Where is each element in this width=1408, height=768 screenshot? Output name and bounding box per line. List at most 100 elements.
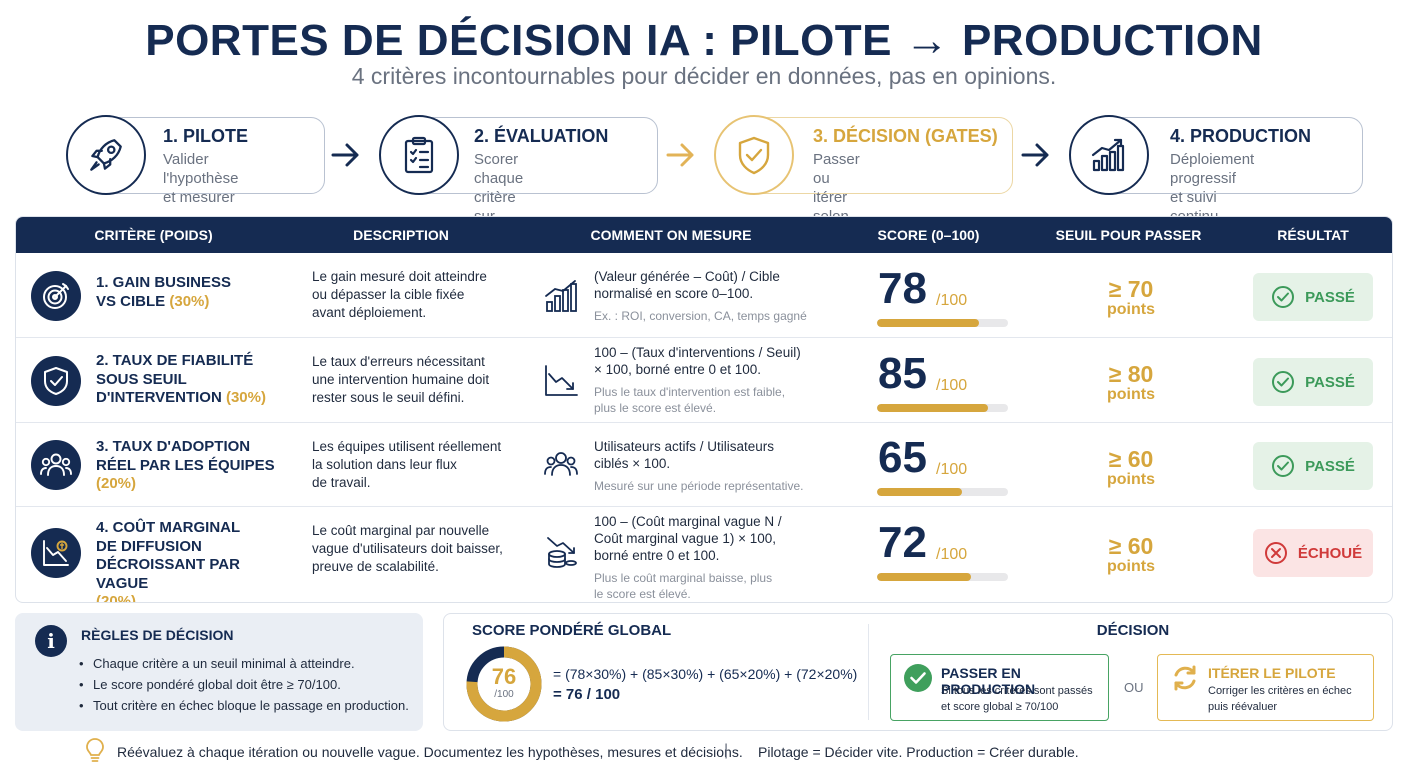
criterion-score: 85 [878,349,927,398]
rules-list: Chaque critère a un seuil minimal à atte… [79,653,409,716]
measure-formula: 100 – (Taux d'interventions / Seuil) × 1… [594,345,801,377]
result-badge: PASSÉ [1253,358,1373,406]
divider [868,624,869,720]
global-score-value: 76 [491,664,517,689]
shield-check-icon [31,356,81,406]
score-bar [877,404,1008,412]
result-badge: PASSÉ [1253,442,1373,490]
score-formula: = (78×30%) + (85×30%) + (65×20%) + (72×2… [553,666,858,682]
criterion-description: Le coût marginal par nouvelle vague d'ut… [312,523,503,574]
measure-formula: Utilisateurs actifs / Utilisateurs ciblé… [594,439,775,471]
x-circle-icon [1264,542,1287,564]
step-title: 2. ÉVALUATION [474,126,609,146]
threshold-unit: points [1107,558,1155,575]
step-title: 3. DÉCISION (GATES) [813,126,998,146]
criterion-name: 2. TAUX DE FIABILITÉ SOUS SEUIL D'INTERV… [96,352,254,406]
global-score-panel: SCORE PONDÉRÉ GLOBAL 76 /100 = (78×30%) … [443,613,1393,731]
criterion-score: 78 [878,264,927,313]
threshold: ≥ 60 points [1056,534,1206,576]
criterion-weight: (20%) [96,593,137,603]
score-max: /100 [936,377,968,394]
measure-method: 100 – (Coût marginal vague N / Coût marg… [594,513,824,602]
option-description: Si tous les critères sont passés et scor… [941,685,1093,713]
option-title: PASSER EN PRODUCTION [941,665,1036,697]
score-bar-fill [877,573,972,581]
result-badge: PASSÉ [1253,273,1373,321]
table-header: CRITÈRE (POIDS) DESCRIPTION COMMENT ON M… [16,217,1392,253]
threshold-unit: points [1107,471,1155,488]
step-title: 1. PILOTE [163,126,249,146]
decision-title: DÉCISION [1096,622,1170,639]
footer-separator: | [724,742,729,759]
measure-note: Mesuré sur une période représentative. [594,479,804,493]
score-bar-fill [877,488,963,496]
column-header: COMMENT ON MESURE [590,227,752,243]
column-header: DESCRIPTION [353,227,449,243]
score-max: /100 [936,461,968,478]
threshold: ≥ 80 points [1056,362,1206,404]
measure-method: (Valeur générée – Coût) / Cible normalis… [594,268,824,324]
decision-rules-panel: i RÈGLES DE DÉCISION Chaque critère a un… [15,613,423,731]
trend-down-icon [545,365,578,396]
info-icon: i [35,625,67,657]
check-circle-icon [1272,455,1295,477]
score-bar [877,488,1008,496]
result-label: PASSÉ [1305,288,1355,306]
bar-chart-icon [545,280,577,312]
measure-note: Plus le taux d'intervention est faible, … [594,385,786,415]
criterion-label: 1. GAIN BUSINESS VS CIBLE (30%) [96,274,296,311]
footer: Réévaluez à chaque itération ou nouvelle… [0,738,1408,762]
score-bar [877,573,1008,581]
step-description: Valider l'hypothèse et mesurer [163,151,239,206]
shield-check-icon [714,115,794,195]
criterion-label: 2. TAUX DE FIABILITÉ SOUS SEUIL D'INTERV… [96,352,296,408]
list-item: Tout critère en échec bloque le passage … [79,695,409,716]
score-bar-fill [877,404,989,412]
global-score-title: SCORE PONDÉRÉ GLOBAL [472,622,672,639]
score-max: /100 [936,292,968,309]
table-row: 1. GAIN BUSINESS VS CIBLE (30%) Le gain … [16,253,1392,338]
threshold-value: ≥ 70 [1108,276,1154,302]
criterion-weight: (30%) [169,292,210,310]
score-donut [466,646,542,722]
measure-note: Plus le coût marginal baisse, plus le sc… [594,571,773,601]
global-score-max: /100 [494,689,514,700]
criterion-label: 3. TAUX D'ADOPTION RÉEL PAR LES ÉQUIPES … [96,438,296,494]
criterion-name: 3. TAUX D'ADOPTION RÉEL PAR LES ÉQUIPES [96,438,275,474]
rules-title: RÈGLES DE DÉCISION [81,627,234,643]
step-description: Déploiement progressif et suivi continu [1170,151,1255,225]
arrow-right-icon [1021,143,1049,167]
criterion-name: 4. COÛT MARGINAL DE DIFFUSION DÉCROISSAN… [96,519,241,592]
refresh-icon [1174,665,1196,691]
result-label: PASSÉ [1305,457,1355,475]
threshold-value: ≥ 60 [1108,533,1154,559]
list-item: Chaque critère a un seuil minimal à atte… [79,653,409,674]
column-header: SCORE (0–100) [877,227,980,243]
page-title: PORTES DE DÉCISION IA : PILOTE → PRODUCT… [145,16,1263,65]
criterion-description: Le taux d'erreurs nécessitant une interv… [312,354,490,405]
table-row: 2. TAUX DE FIABILITÉ SOUS SEUIL D'INTERV… [16,338,1392,423]
criterion-score: 65 [878,433,927,482]
table-row: 4. COÛT MARGINAL DE DIFFUSION DÉCROISSAN… [16,507,1392,603]
users-icon [544,452,578,476]
score-max: /100 [936,546,968,563]
check-circle-icon [1272,371,1295,393]
option-title: ITÉRER LE PILOTE [1208,665,1336,681]
score-bar [877,319,1008,327]
iterate-pilot-option: ITÉRER LE PILOTE Corriger les critères e… [1157,654,1374,721]
criterion-description: Le gain mesuré doit atteindre ou dépasse… [312,269,487,320]
or-label: OU [1124,680,1144,695]
score-result: = 76 / 100 [553,686,621,703]
clipboard-icon [379,115,459,195]
criterion-label: 4. COÛT MARGINAL DE DIFFUSION DÉCROISSAN… [96,519,296,603]
arrow-right-icon [331,143,359,167]
table-row: 3. TAUX D'ADOPTION RÉEL PAR LES ÉQUIPES … [16,423,1392,507]
arrow-right-icon [666,143,694,167]
column-header: SEUIL POUR PASSER [1055,227,1202,243]
measure-formula: (Valeur générée – Coût) / Cible normalis… [594,269,780,301]
column-header: RÉSULTAT [1277,227,1349,243]
go-to-production-option: PASSER EN PRODUCTION Si tous les critère… [890,654,1109,721]
result-badge: ÉCHOUÉ [1253,529,1373,577]
footer-note: Réévaluez à chaque itération ou nouvelle… [117,744,743,760]
criteria-table: CRITÈRE (POIDS) DESCRIPTION COMMENT ON M… [15,216,1393,603]
